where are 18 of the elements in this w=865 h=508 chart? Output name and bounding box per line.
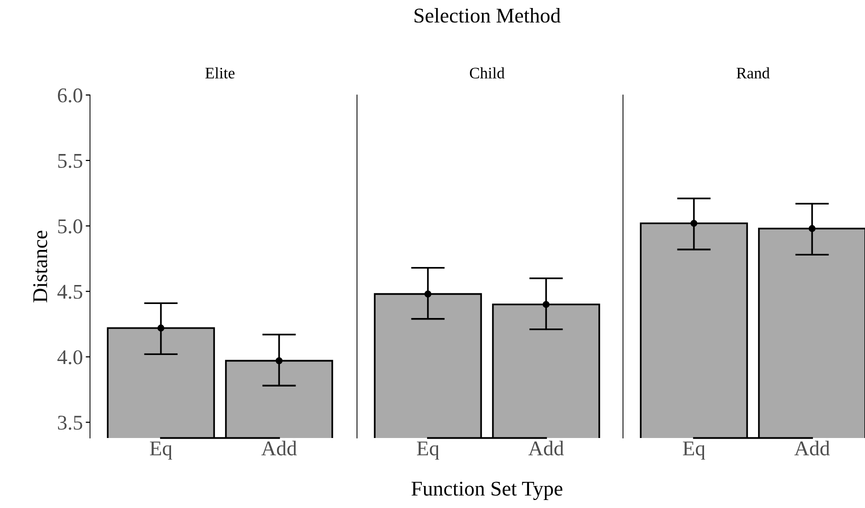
y-tick-label: 5.0 — [58, 219, 82, 234]
text: Selection Method — [414, 8, 561, 23]
x-tick-label: Add — [794, 440, 830, 456]
chart-title: Child — [470, 67, 505, 78]
y-tick-label: 3.5 — [58, 416, 82, 430]
y-axis-title: Distance — [33, 230, 48, 302]
y-tick-label: 5.5 — [58, 154, 82, 168]
x-axis-title: Function Set Type — [412, 482, 562, 500]
y-tick-label: 4.0 — [57, 350, 82, 364]
y-tick-label: 6.0 — [58, 88, 82, 103]
y-tick-label: 4.5 — [57, 284, 82, 299]
chart-title: Elite — [205, 67, 235, 78]
x-tick-label: Eq — [150, 442, 172, 460]
x-tick-label: Add — [528, 440, 564, 456]
chart-title: Rand — [736, 67, 770, 78]
x-tick-label: Eq — [682, 442, 706, 460]
x-tick-label: Add — [261, 440, 297, 456]
x-tick-label: Eq — [416, 442, 440, 460]
